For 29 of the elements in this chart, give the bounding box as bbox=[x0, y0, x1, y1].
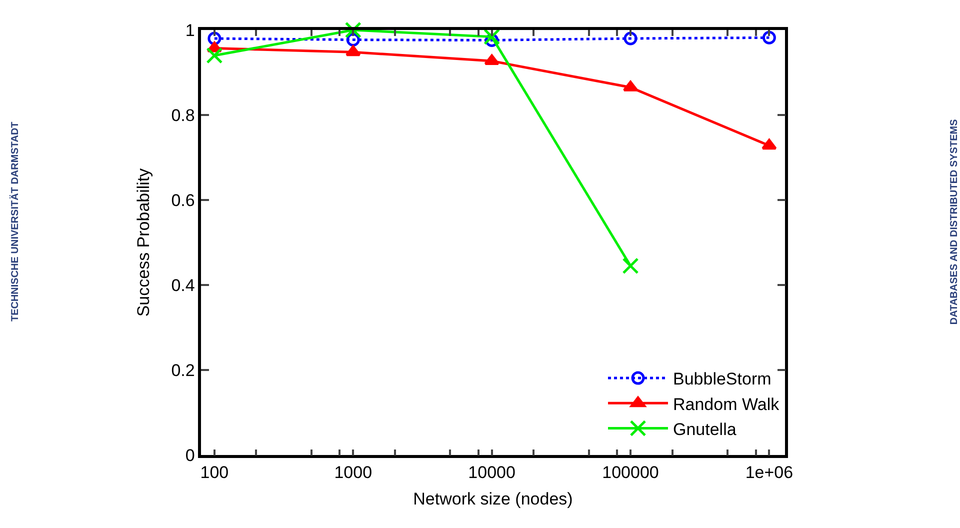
y-tick-label: 0.4 bbox=[171, 276, 195, 295]
y-tick-label: 0.8 bbox=[171, 106, 195, 125]
text: TECHNISCHE UNIVERSITÄT DARMSTADT bbox=[9, 122, 22, 322]
y-tick-label: 1 bbox=[185, 20, 195, 40]
point bbox=[484, 28, 500, 46]
point bbox=[762, 138, 777, 150]
point bbox=[344, 22, 362, 38]
y-tick-label: 0.2 bbox=[171, 360, 195, 380]
point bbox=[208, 32, 222, 46]
point bbox=[206, 47, 223, 64]
point bbox=[346, 45, 361, 56]
point bbox=[624, 32, 638, 46]
y-axis-title: Success Probability bbox=[134, 168, 153, 317]
x-axis-title: Network size (nodes) bbox=[413, 490, 573, 509]
point bbox=[622, 258, 639, 274]
x-tick-label: 100 bbox=[200, 463, 229, 482]
legend-label: Gnutella bbox=[673, 420, 737, 439]
point bbox=[484, 54, 500, 66]
x-tick-label: 100000 bbox=[602, 463, 659, 482]
y-tick-label: 0.6 bbox=[171, 190, 195, 210]
x-tick-label: 1000 bbox=[334, 463, 372, 482]
point bbox=[762, 30, 776, 44]
legend-label: BubbleStorm bbox=[673, 370, 772, 389]
text: DATABASES AND DISTRIBUTED SYSTEMS bbox=[949, 118, 960, 325]
x-tick-label: 1e+06 bbox=[745, 463, 794, 482]
x-tick-label: 10000 bbox=[468, 463, 516, 482]
y-tick-label: 0 bbox=[185, 446, 195, 465]
legend-label: Random Walk bbox=[673, 394, 780, 414]
point bbox=[346, 33, 360, 47]
